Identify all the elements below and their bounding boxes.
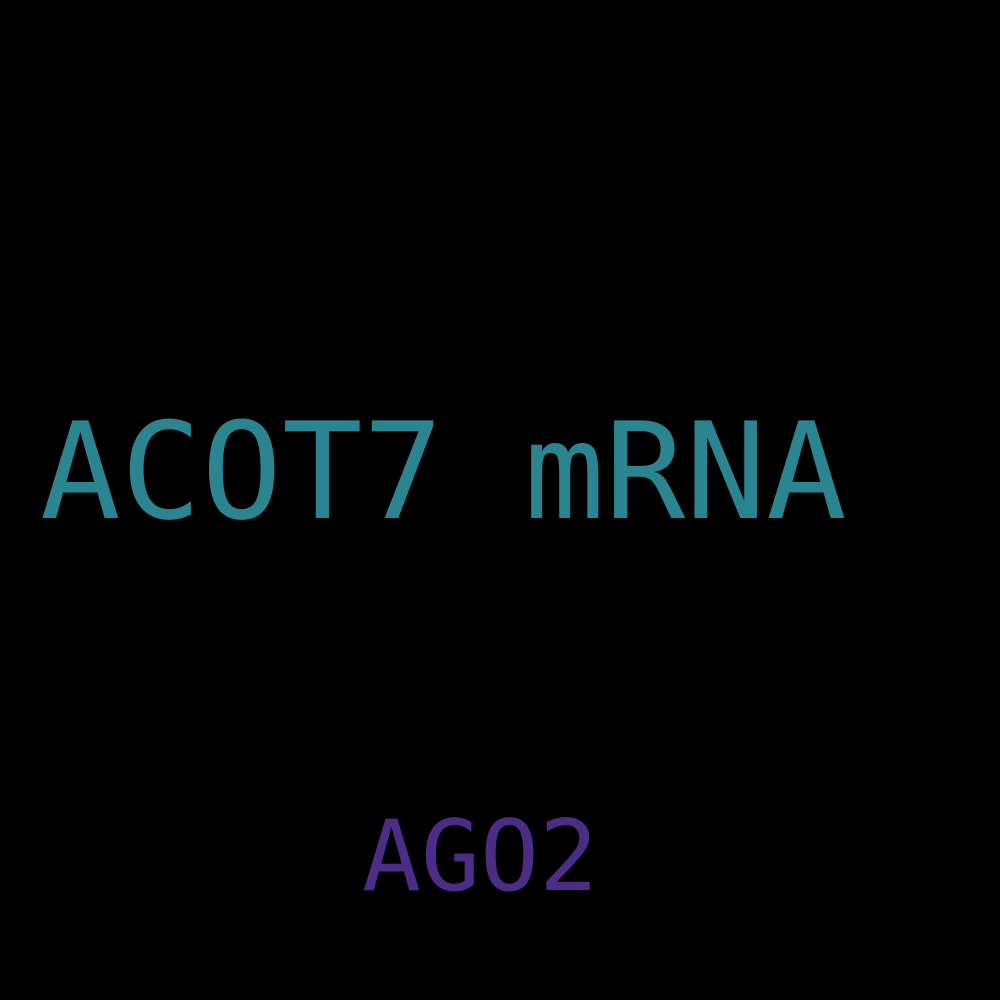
word-ago2: AGO2 (362, 800, 599, 914)
word-acot7-mrna: ACOT7 mRNA (40, 394, 847, 550)
